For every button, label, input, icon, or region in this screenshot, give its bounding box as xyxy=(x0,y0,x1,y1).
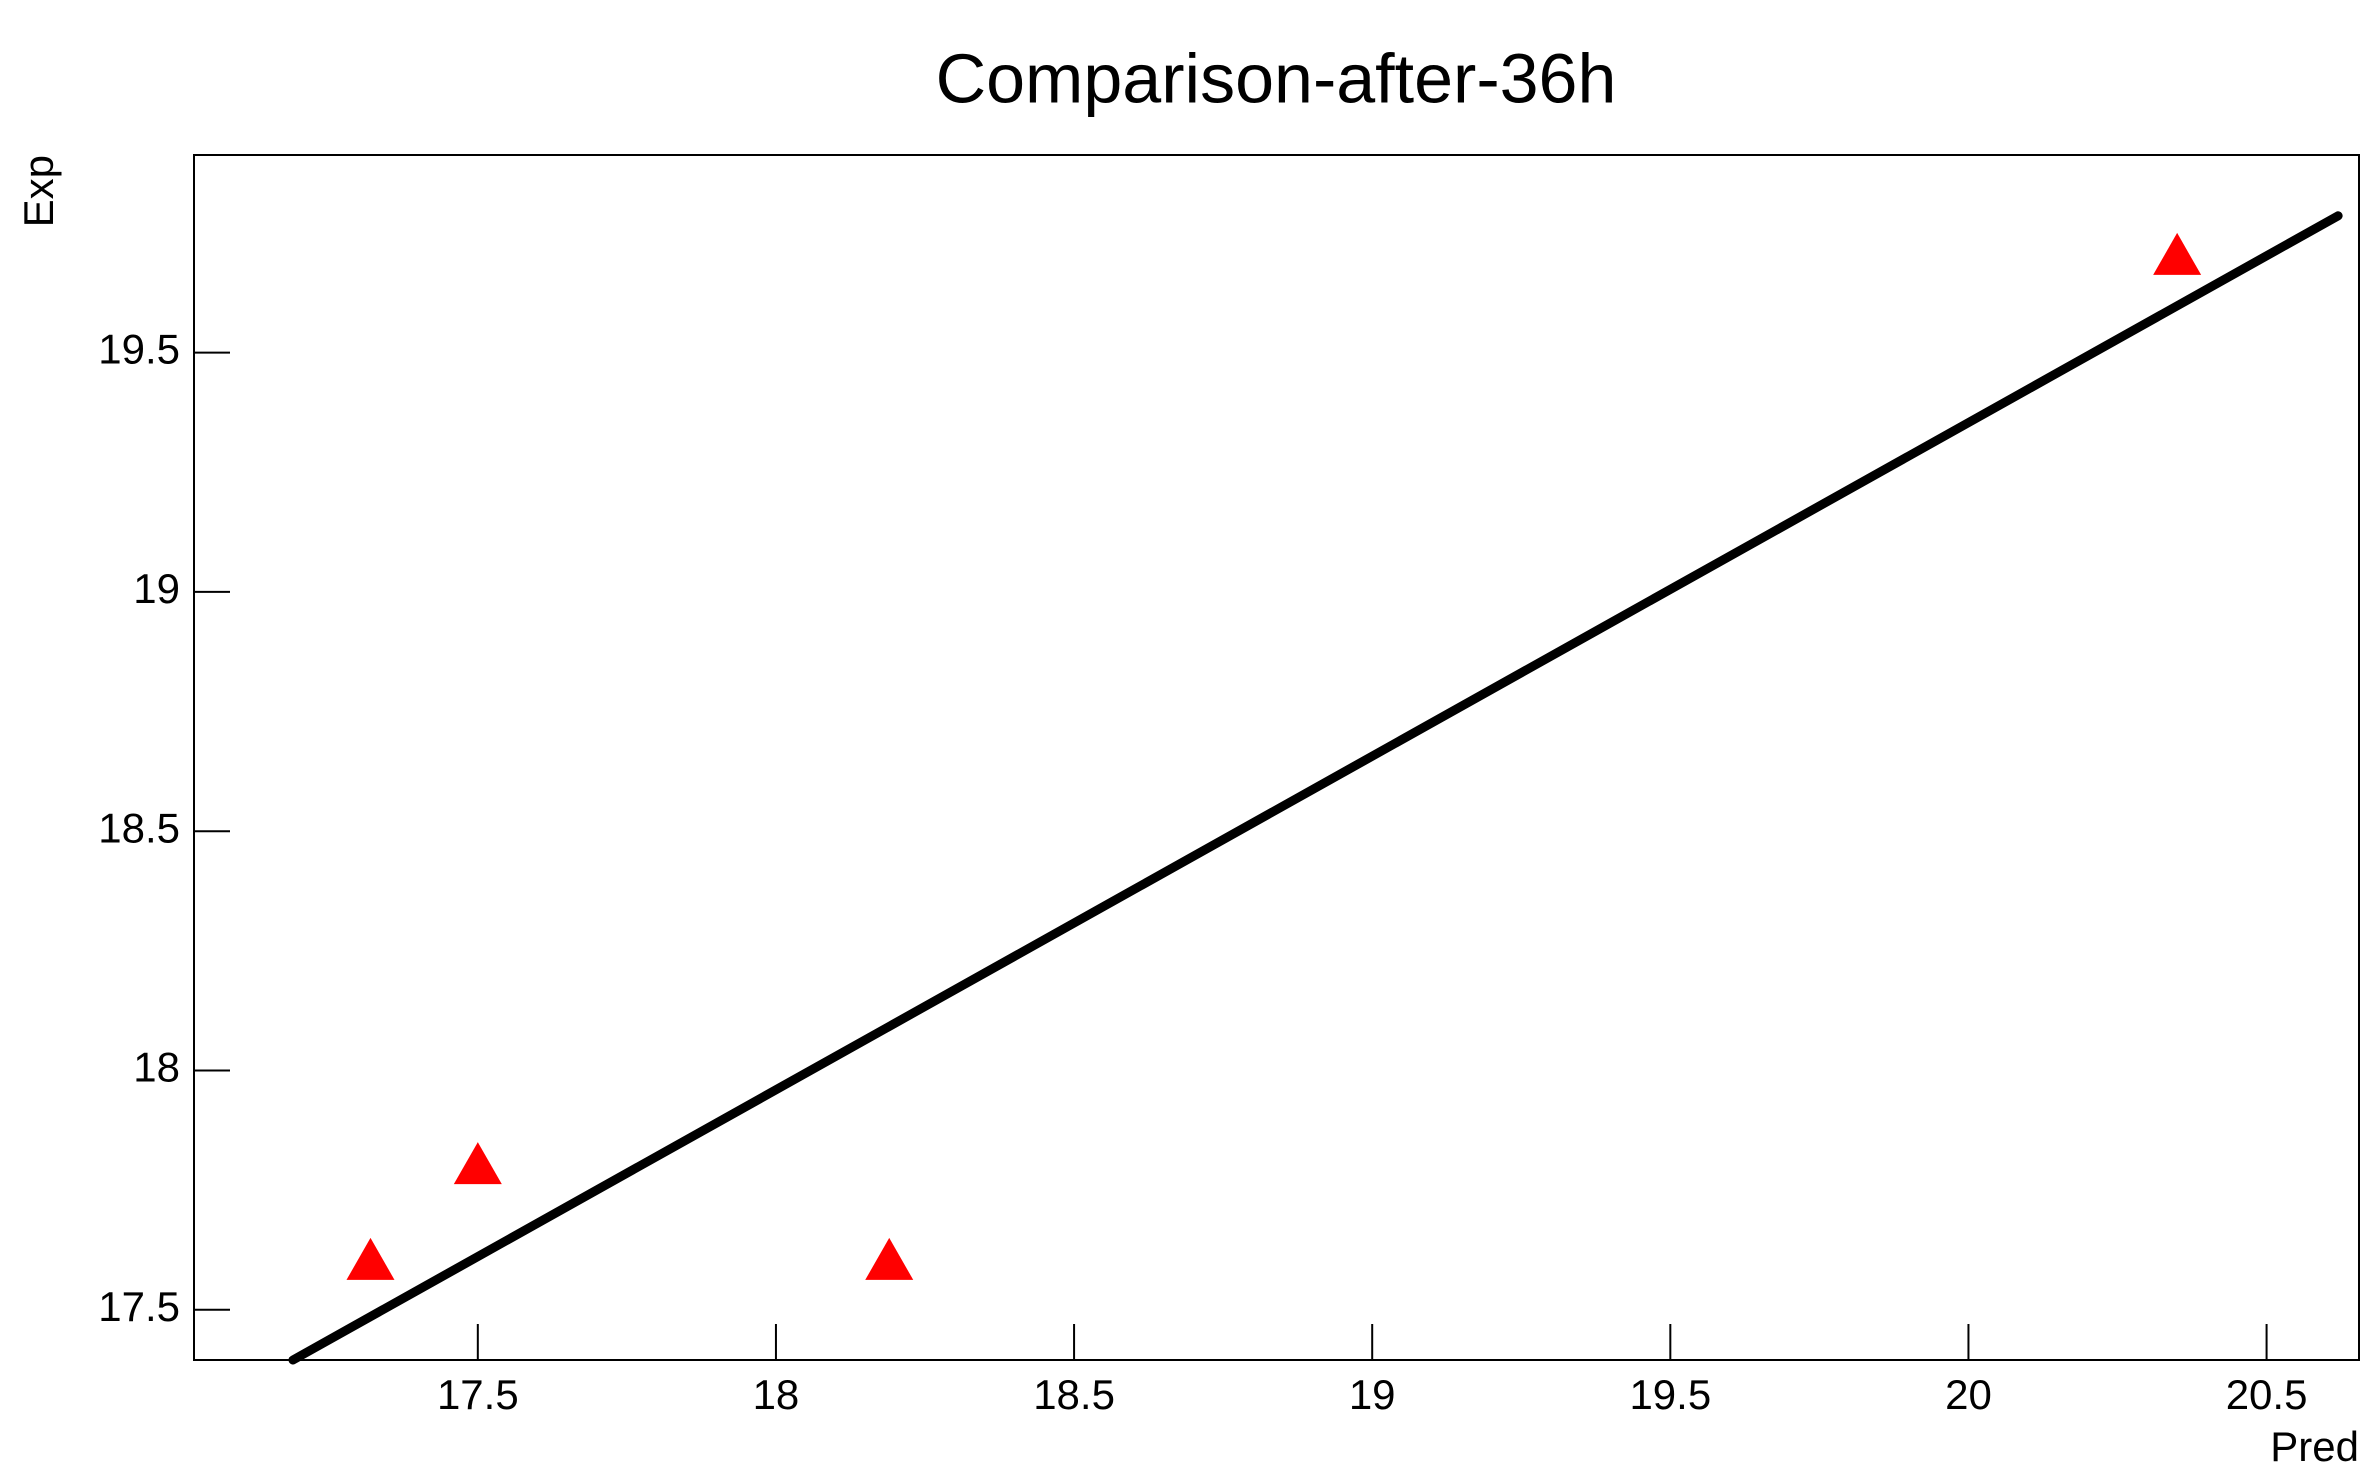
x-tick-label: 19.5 xyxy=(1629,1371,1711,1418)
x-tick-label: 20.5 xyxy=(2226,1371,2308,1418)
y-axis-label: Exp xyxy=(15,155,62,227)
data-point xyxy=(2153,232,2202,275)
plot-frame xyxy=(193,154,2360,1361)
data-point xyxy=(865,1237,914,1280)
chart-title: Comparison-after-36h xyxy=(936,39,1617,117)
y-tick-label: 18.5 xyxy=(98,804,180,851)
x-axis-label: Pred xyxy=(2270,1423,2359,1470)
x-tick-label: 18 xyxy=(753,1371,800,1418)
x-tick-label: 18.5 xyxy=(1033,1371,1115,1418)
y-tick-label: 19.5 xyxy=(98,326,180,373)
data-point xyxy=(346,1237,395,1280)
y-tick-label: 17.5 xyxy=(98,1283,180,1330)
y-tick-label: 18 xyxy=(133,1044,180,1091)
y-tick-label: 19 xyxy=(133,565,180,612)
x-tick-label: 19 xyxy=(1349,1371,1396,1418)
data-point xyxy=(453,1142,502,1185)
x-tick-label: 17.5 xyxy=(437,1371,519,1418)
fit-line xyxy=(288,211,2343,1365)
x-tick-label: 20 xyxy=(1945,1371,1992,1418)
